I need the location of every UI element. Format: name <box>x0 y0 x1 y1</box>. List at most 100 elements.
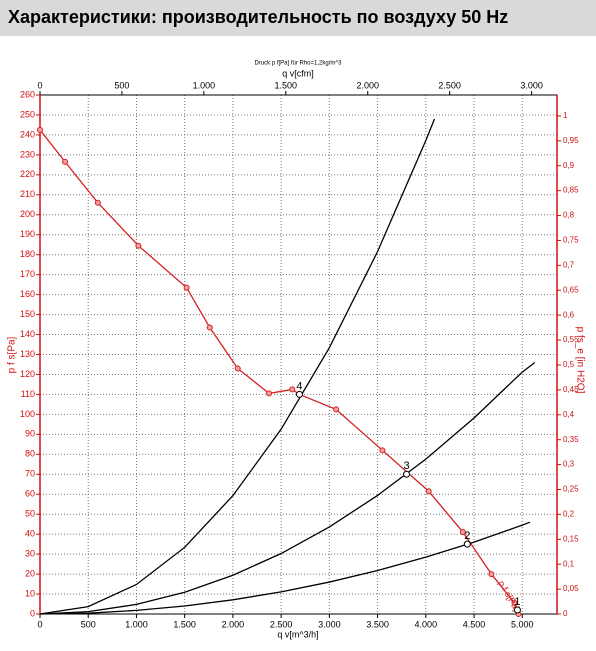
y2-tick-label: 0,6 <box>563 310 575 319</box>
y2-tick-label: 0,9 <box>563 161 575 170</box>
x-tick-label: 2.500 <box>270 619 293 629</box>
x-tick-label: 500 <box>81 619 96 629</box>
y-tick-label: 90 <box>25 429 35 439</box>
x-tick-label: 4.500 <box>463 619 486 629</box>
y-tick-label: 240 <box>20 129 35 139</box>
y2-tick-label: 0,75 <box>563 236 579 245</box>
header-bar <box>0 0 596 36</box>
data-point <box>511 600 518 607</box>
operating-point <box>463 540 471 548</box>
y-tick-label: 130 <box>20 349 35 359</box>
y-tick-label: 210 <box>20 189 35 199</box>
x-tick-label: 2.000 <box>222 619 245 629</box>
data-point <box>234 365 241 372</box>
y-tick-label: 10 <box>25 588 35 598</box>
y-tick-label: 220 <box>20 169 35 179</box>
y2-tick-label: 0,05 <box>563 584 579 593</box>
x-tick-label: 1.500 <box>173 619 196 629</box>
data-point <box>379 447 386 454</box>
y-tick-label: 200 <box>20 209 35 219</box>
operating-point <box>403 470 411 478</box>
y2-tick-label: 0,4 <box>563 410 575 419</box>
data-point <box>37 126 43 133</box>
y-tick-label: 80 <box>25 449 35 459</box>
y-tick-label: 160 <box>20 289 35 299</box>
x-tick-label: 0 <box>37 619 42 629</box>
y2-tick-label: 0,15 <box>563 534 579 543</box>
x2-tick-label: 1.000 <box>193 80 216 90</box>
x2-tick-label: 2.500 <box>438 80 461 90</box>
series-line <box>39 118 436 615</box>
x2-tick-label: 500 <box>114 80 129 90</box>
y2-tick-label: 0,35 <box>563 435 579 444</box>
y2-tick-label: 0,85 <box>563 186 579 195</box>
y2-tick-label: 0,3 <box>563 460 575 469</box>
y2-tick-label: 0 <box>563 609 568 618</box>
series-line <box>39 361 536 615</box>
y-tick-label: 60 <box>25 489 35 499</box>
y2-tick-label: 0,5 <box>563 360 575 369</box>
y-tick-label: 70 <box>25 469 35 479</box>
y2-tick-label: 0,7 <box>563 260 575 269</box>
y-label: p f s[Pa] <box>7 336 18 373</box>
y-tick-label: 50 <box>25 509 35 519</box>
data-point <box>488 571 495 578</box>
data-point <box>183 284 190 291</box>
y-tick-label: 230 <box>20 149 35 159</box>
operating-point-label: 2 <box>464 530 470 542</box>
y-tick-label: 150 <box>20 309 35 319</box>
data-point <box>266 390 273 397</box>
x2-tick-label: 3.000 <box>520 80 543 90</box>
data-point <box>425 488 432 495</box>
y-tick-label: 260 <box>20 89 35 99</box>
y-tick-label: 30 <box>25 548 35 558</box>
y-tick-label: 20 <box>25 568 35 578</box>
x2-tick-label: 1.500 <box>275 80 298 90</box>
operating-point-label: 4 <box>296 380 302 392</box>
subtitle: Druck p f[Pa] für Rho=1,2kg/m^3 <box>254 61 342 67</box>
data-point <box>135 242 142 249</box>
y2-tick-label: 0,25 <box>563 485 579 494</box>
operating-point <box>295 390 303 398</box>
data-point <box>206 324 213 331</box>
data-point <box>94 199 101 206</box>
y-tick-label: 170 <box>20 269 35 279</box>
y-tick-label: 250 <box>20 109 35 119</box>
x-tick-label: 3.000 <box>318 619 341 629</box>
y2-tick-label: 1 <box>563 111 568 120</box>
y-tick-label: 120 <box>20 369 35 379</box>
data-point <box>333 406 340 413</box>
y-tick-label: 40 <box>25 529 35 539</box>
y-tick-label: 110 <box>21 389 35 399</box>
x-tick-label: 5.000 <box>511 619 534 629</box>
y-tick-label: 140 <box>20 329 35 339</box>
operating-point <box>513 606 521 614</box>
data-point <box>289 386 296 393</box>
y2-tick-label: 0,1 <box>563 559 575 568</box>
y2-tick-label: 0,8 <box>563 211 575 220</box>
data-point <box>62 158 69 165</box>
operating-point-label: 1 <box>514 596 520 608</box>
x-tick-label: 4.000 <box>415 619 438 629</box>
x-tick-label: 3.500 <box>366 619 389 629</box>
y2-tick-label: 0,65 <box>563 285 579 294</box>
x2-tick-label: 2.000 <box>356 80 379 90</box>
y2-tick-label: 0,95 <box>563 136 579 145</box>
y-tick-label: 190 <box>20 229 35 239</box>
y-tick-label: 100 <box>20 409 35 419</box>
y-tick-label: 180 <box>20 249 35 259</box>
x-label: q v[m^3/h] <box>277 629 318 639</box>
operating-point-label: 3 <box>403 460 409 472</box>
x2-label: q v[cfm] <box>282 68 314 78</box>
y2-tick-label: 0,45 <box>563 385 579 394</box>
y2-label: p fs_e [in H2O] <box>574 327 585 394</box>
y2-tick-label: 0,2 <box>563 509 575 518</box>
series-line <box>39 521 531 615</box>
x2-tick-label: 0 <box>37 80 42 90</box>
y-tick-label: 0 <box>30 608 35 618</box>
y2-tick-label: 0,55 <box>563 335 579 344</box>
x-tick-label: 1.000 <box>125 619 148 629</box>
series-line <box>39 129 520 615</box>
data-point <box>459 529 466 536</box>
